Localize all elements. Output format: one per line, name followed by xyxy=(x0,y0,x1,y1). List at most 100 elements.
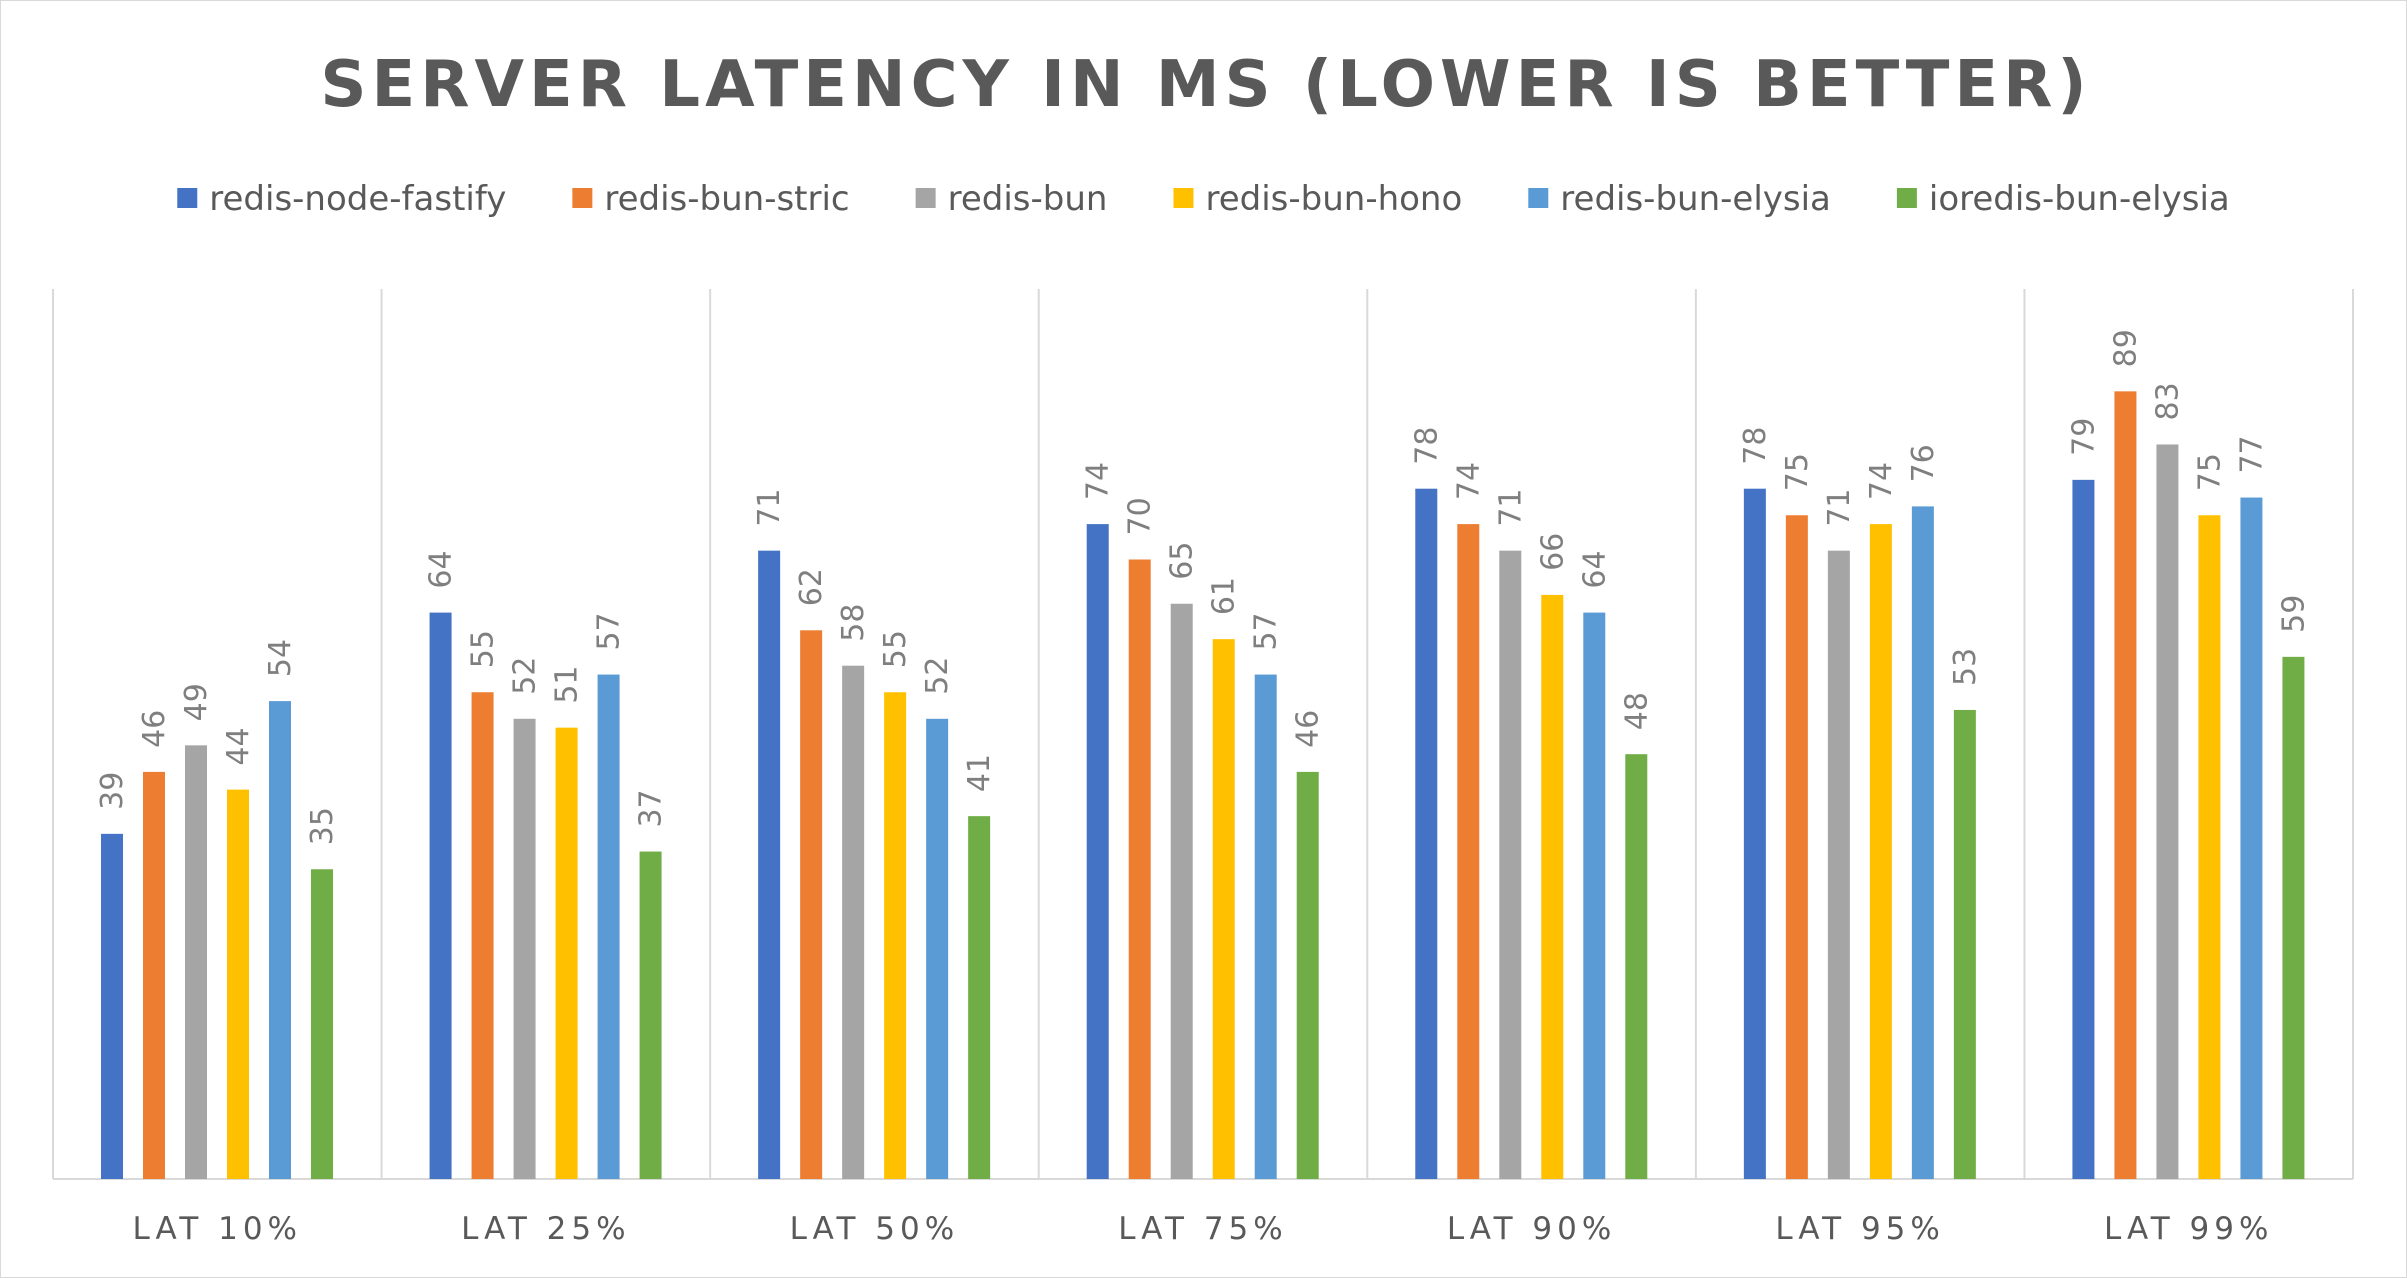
data-label: 57 xyxy=(1249,612,1284,650)
chart-title: SERVER LATENCY IN MS (LOWER IS BETTER) xyxy=(320,48,2091,122)
legend-label: ioredis-bun-elysia xyxy=(1929,179,2230,219)
bar-redis-node-fastify-lat-50 xyxy=(758,550,781,1179)
data-label: 75 xyxy=(2192,453,2227,491)
legend-swatch xyxy=(1528,188,1549,208)
data-label: 41 xyxy=(962,754,997,792)
bar-redis-bun-stric-lat-10 xyxy=(143,771,165,1179)
data-label: 62 xyxy=(794,568,829,606)
category-separators xyxy=(52,289,2354,1179)
legend-swatch xyxy=(177,188,198,208)
bar-redis-node-fastify-lat-25 xyxy=(429,612,452,1179)
legend-item-redis-bun-hono: redis-bun-hono xyxy=(1173,179,1462,219)
data-label: 71 xyxy=(1493,488,1528,526)
bar-ioredis-bun-elysia-lat-25 xyxy=(639,851,662,1179)
bar-redis-node-fastify-lat-95 xyxy=(1743,488,1766,1179)
data-label: 52 xyxy=(920,657,955,695)
bar-redis-bun-elysia-lat-25 xyxy=(597,674,620,1179)
bar-ioredis-bun-elysia-lat-10 xyxy=(311,869,333,1179)
bar-redis-bun-lat-50 xyxy=(842,665,865,1179)
data-label: 75 xyxy=(1780,453,1815,491)
legend-swatch xyxy=(1173,188,1194,208)
bar-redis-bun-hono-lat-90 xyxy=(1541,594,1564,1179)
bar-redis-bun-stric-lat-99 xyxy=(2114,391,2137,1180)
data-label: 74 xyxy=(1864,462,1899,500)
data-label: 37 xyxy=(634,789,669,827)
legend: redis-node-fastify redis-bun-stric redis-b… xyxy=(177,179,2230,219)
data-label: 39 xyxy=(95,772,130,810)
data-label: 65 xyxy=(1165,542,1200,580)
bar-redis-bun-hono-lat-99 xyxy=(2198,515,2221,1179)
data-label: 74 xyxy=(1081,462,1116,500)
legend-label: redis-node-fastify xyxy=(209,179,506,219)
data-label: 44 xyxy=(221,727,256,765)
bar-redis-bun-hono-lat-10 xyxy=(227,789,249,1179)
data-label: 74 xyxy=(1451,462,1486,500)
bar-ioredis-bun-elysia-lat-95 xyxy=(1953,709,1976,1179)
bar-redis-bun-lat-90 xyxy=(1499,550,1522,1179)
data-label: 64 xyxy=(1577,550,1612,588)
legend-swatch xyxy=(915,188,936,208)
bar-redis-bun-stric-lat-75 xyxy=(1128,559,1151,1179)
bar-redis-bun-lat-25 xyxy=(513,718,536,1179)
data-label: 71 xyxy=(752,488,787,526)
bar-redis-bun-stric-lat-25 xyxy=(471,692,494,1179)
bar-redis-bun-elysia-lat-50 xyxy=(926,718,949,1179)
bar-redis-bun-elysia-lat-95 xyxy=(1911,506,1934,1179)
bar-ioredis-bun-elysia-lat-99 xyxy=(2282,656,2305,1179)
data-label: 77 xyxy=(2234,435,2269,473)
data-label: 83 xyxy=(2150,382,2185,420)
data-label: 49 xyxy=(179,683,214,721)
bar-ioredis-bun-elysia-lat-90 xyxy=(1625,754,1648,1179)
bar-redis-bun-stric-lat-90 xyxy=(1457,524,1480,1179)
bar-redis-bun-hono-lat-75 xyxy=(1212,639,1235,1179)
data-label: 76 xyxy=(1906,444,1941,482)
legend-label: redis-bun-stric xyxy=(604,179,849,219)
data-label: 53 xyxy=(1948,648,1983,686)
data-label: 55 xyxy=(466,630,501,668)
data-label: 79 xyxy=(2066,418,2101,456)
x-tick-label: LAT 99% xyxy=(2104,1211,2273,1247)
x-tick-label: LAT 10% xyxy=(133,1211,302,1247)
bar-redis-bun-elysia-lat-99 xyxy=(2240,497,2263,1179)
data-label: 51 xyxy=(550,665,585,703)
bars xyxy=(101,391,2305,1180)
x-axis-tick-labels: LAT 10% LAT 25% LAT 50% LAT 75% LAT 90% LAT 9… xyxy=(133,1211,2273,1247)
bar-redis-bun-elysia-lat-75 xyxy=(1254,674,1277,1179)
legend-swatch xyxy=(1896,188,1917,208)
data-label: 55 xyxy=(878,630,913,668)
data-label: 57 xyxy=(592,612,627,650)
data-label: 58 xyxy=(836,604,871,642)
data-label: 54 xyxy=(263,639,298,677)
bar-redis-bun-stric-lat-95 xyxy=(1785,515,1808,1179)
legend-label: redis-bun xyxy=(948,179,1108,219)
bar-redis-bun-lat-95 xyxy=(1827,550,1850,1179)
bar-redis-bun-lat-99 xyxy=(2156,444,2179,1179)
data-label: 46 xyxy=(1291,710,1326,748)
bar-redis-bun-hono-lat-50 xyxy=(884,692,907,1179)
bar-ioredis-bun-elysia-lat-75 xyxy=(1296,771,1319,1179)
bar-redis-bun-lat-10 xyxy=(185,745,207,1179)
legend-item-redis-bun: redis-bun xyxy=(915,179,1108,219)
bar-redis-bun-elysia-lat-90 xyxy=(1583,612,1606,1179)
data-label: 78 xyxy=(1409,427,1444,465)
x-tick-label: LAT 50% xyxy=(790,1211,959,1247)
data-label: 35 xyxy=(305,807,340,845)
legend-label: redis-bun-hono xyxy=(1205,179,1462,219)
legend-item-redis-bun-elysia: redis-bun-elysia xyxy=(1528,179,1831,219)
bar-redis-bun-elysia-lat-10 xyxy=(269,701,291,1179)
data-label: 48 xyxy=(1619,692,1654,730)
data-label: 64 xyxy=(424,550,459,588)
legend-label: redis-bun-elysia xyxy=(1560,179,1831,219)
data-label: 66 xyxy=(1535,533,1570,571)
x-tick-label: LAT 95% xyxy=(1775,1211,1944,1247)
x-tick-label: LAT 25% xyxy=(461,1211,630,1247)
legend-swatch xyxy=(572,188,593,208)
bar-redis-node-fastify-lat-99 xyxy=(2072,479,2095,1180)
data-label: 71 xyxy=(1822,488,1857,526)
data-label: 70 xyxy=(1123,497,1158,535)
bar-redis-bun-hono-lat-95 xyxy=(1869,524,1892,1179)
data-label: 46 xyxy=(137,710,172,748)
